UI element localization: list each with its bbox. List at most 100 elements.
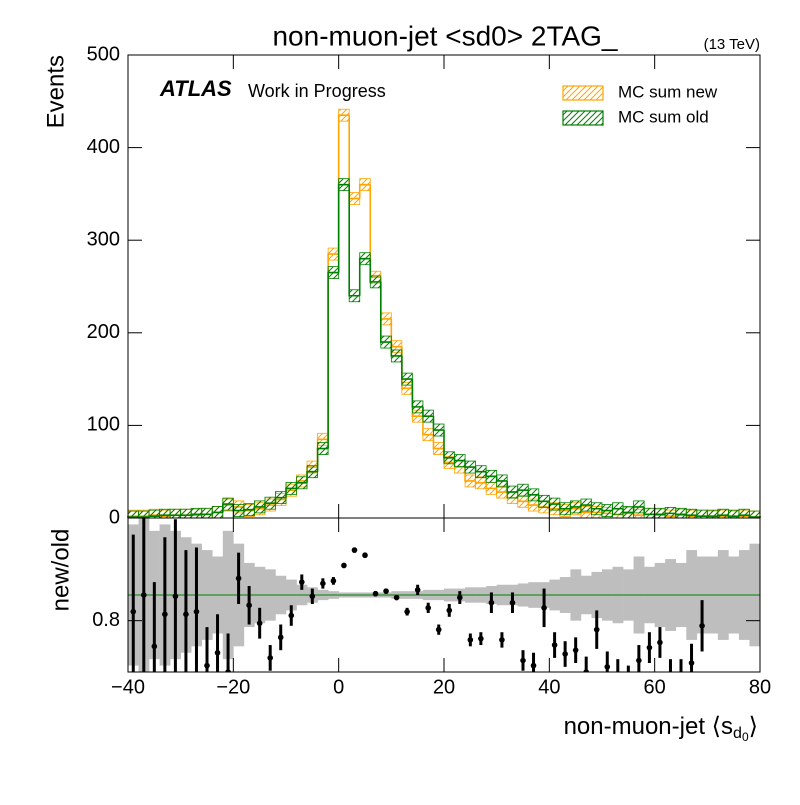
- histogram-step: [485, 482, 497, 490]
- histogram-step: [664, 512, 676, 515]
- legend-swatch: [562, 85, 604, 101]
- uncertainty-hatch: [201, 507, 213, 519]
- histogram-step: [222, 503, 234, 513]
- histogram-step: [474, 467, 487, 473]
- histogram-step: [506, 480, 518, 493]
- ratio-point: [320, 580, 326, 587]
- ratio-point: [583, 669, 589, 672]
- uncertainty-hatch: [654, 507, 666, 519]
- ratio-point: [330, 578, 337, 584]
- histogram-step: [401, 355, 413, 380]
- histogram-step: [348, 184, 360, 297]
- histogram-step: [727, 515, 739, 517]
- ratio-point: [362, 552, 368, 559]
- ratio-point: [604, 664, 611, 670]
- histogram-step: [369, 258, 381, 283]
- ratio-point: [646, 644, 653, 651]
- ratio-point: [172, 593, 179, 600]
- histogram-step: [316, 447, 329, 472]
- histogram-step: [422, 406, 434, 417]
- histogram-step: [380, 281, 392, 343]
- histogram-step: [538, 494, 550, 503]
- x-tick-label: 40: [538, 676, 560, 698]
- ratio-point: [467, 637, 474, 643]
- ratio-point: [562, 651, 568, 657]
- ratio-point: [151, 643, 158, 650]
- histogram-step: [358, 183, 371, 199]
- histogram-step: [516, 497, 529, 503]
- histogram-step: [495, 476, 508, 482]
- x-axis-label-sub: d: [733, 725, 742, 742]
- ratio-point: [341, 562, 347, 569]
- chart-title: non-muon-jet <sd0> 2TAG_: [272, 20, 617, 51]
- histogram-step: [485, 471, 497, 478]
- experiment-label: ATLAS: [159, 76, 232, 101]
- histogram-step: [443, 430, 455, 459]
- x-axis-label-subsub: 0: [742, 730, 749, 744]
- histogram-step: [527, 501, 539, 506]
- histogram-step: [453, 457, 466, 462]
- histogram-step: [590, 505, 602, 510]
- histogram-step: [348, 115, 360, 200]
- x-tick-label: 20: [433, 676, 455, 698]
- y-tick-label: 400: [87, 136, 120, 158]
- histogram-step: [190, 513, 202, 516]
- legend-label: MC sum new: [618, 82, 718, 101]
- histogram-step: [474, 480, 487, 484]
- ratio-point: [488, 599, 495, 606]
- ratio-point: [688, 660, 695, 666]
- histogram-step: [717, 514, 729, 517]
- histogram-step: [685, 514, 697, 517]
- ratio-point: [551, 642, 558, 648]
- x-axis-label-close: ⟩: [749, 713, 758, 740]
- histogram-step: [327, 271, 339, 449]
- y-axis-label: Events: [42, 55, 69, 128]
- histogram-step: [285, 487, 297, 498]
- histogram-step: [211, 511, 223, 515]
- y-tick-label: 200: [87, 321, 120, 343]
- uncertainty-hatch: [643, 507, 656, 519]
- x-tick-label: 0: [333, 676, 344, 698]
- ratio-point: [636, 657, 642, 664]
- x-axis-label-text: non-muon-jet ⟨s: [564, 713, 733, 740]
- histogram-step: [337, 183, 350, 273]
- x-tick-label: 60: [644, 676, 666, 698]
- uncertainty-hatch: [159, 508, 171, 519]
- histogram-step: [243, 508, 255, 511]
- ratio-point: [309, 593, 316, 600]
- legend-label: MC sum old: [618, 107, 709, 126]
- ratio-point: [572, 647, 579, 653]
- y-tick-label: 500: [87, 43, 120, 65]
- uncertainty-hatch: [180, 508, 192, 519]
- histogram-step: [253, 506, 265, 510]
- ratio-point: [678, 676, 684, 682]
- ratio-point: [541, 605, 547, 611]
- histogram-step: [390, 342, 402, 357]
- ratio-point: [351, 547, 358, 553]
- ratio-point: [267, 655, 274, 661]
- ratio-point: [235, 575, 242, 582]
- x-tick-label: 80: [749, 676, 771, 698]
- histogram-step: [327, 253, 339, 440]
- ratio-y-axis-label: new/old: [47, 529, 74, 612]
- x-tick-label: −20: [216, 676, 250, 698]
- status-label: Work in Progress: [248, 81, 386, 101]
- ratio-point: [393, 594, 400, 601]
- histogram-step: [464, 460, 476, 468]
- histogram-step: [569, 506, 581, 509]
- uncertainty-hatch: [190, 507, 203, 519]
- y-tick-label: 300: [87, 228, 120, 250]
- ratio-point: [478, 635, 484, 642]
- ratio-point: [299, 579, 305, 585]
- ratio-point: [277, 634, 284, 641]
- uncertainty-hatch: [169, 508, 182, 519]
- x-tick-label: −40: [111, 676, 145, 698]
- x-axis-label: non-muon-jet ⟨sd0⟩: [564, 713, 758, 744]
- ratio-point: [520, 657, 526, 664]
- ratio-point: [615, 676, 621, 682]
- ratio-point: [626, 682, 632, 688]
- ratio-point: [593, 626, 600, 633]
- histogram-step: [264, 502, 276, 507]
- y-tick-label: 100: [87, 414, 120, 436]
